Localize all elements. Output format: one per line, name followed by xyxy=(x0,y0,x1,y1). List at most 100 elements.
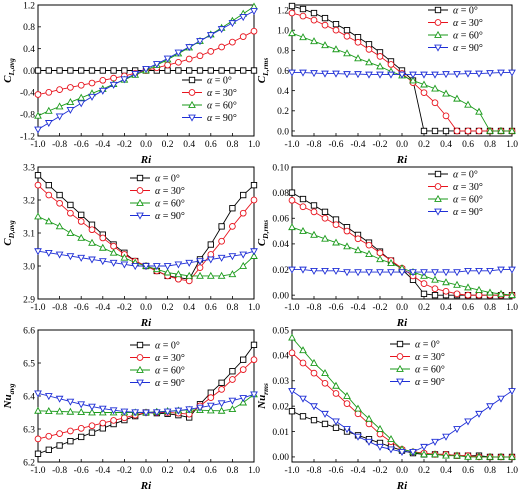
y-tick-label: 6.2 xyxy=(23,458,35,468)
y-tick-label: 1.0 xyxy=(277,26,289,36)
data-point xyxy=(354,54,362,62)
data-point xyxy=(45,67,52,74)
data-point xyxy=(365,414,373,422)
legend: α = 0°α = 30° α = 60°α = 90° xyxy=(428,170,483,218)
data-point xyxy=(508,126,516,134)
y-tick-label: 0.01 xyxy=(272,428,289,438)
data-point xyxy=(321,214,329,222)
data-point xyxy=(442,287,450,295)
data-point xyxy=(497,126,505,134)
data-point xyxy=(34,181,42,189)
x-tick-label: 0.4 xyxy=(440,140,452,150)
x-tick-label: 0.0 xyxy=(396,466,408,476)
x-tick-label: 0.4 xyxy=(440,303,452,313)
data-point xyxy=(207,251,215,258)
data-point xyxy=(409,448,417,456)
x-tick-label: -0.6 xyxy=(328,466,343,476)
legend-marker xyxy=(434,6,442,14)
data-point xyxy=(240,191,247,199)
data-point xyxy=(110,417,117,424)
data-point xyxy=(120,253,129,261)
data-point xyxy=(354,404,362,412)
data-point xyxy=(66,398,75,406)
legend-label: α = 0° xyxy=(155,174,180,185)
data-point xyxy=(453,127,461,135)
y-tick-label: -1.2 xyxy=(20,132,35,142)
data-point xyxy=(196,52,204,60)
legend-label: α = 30° xyxy=(207,88,237,99)
data-point xyxy=(250,196,258,204)
data-point xyxy=(120,76,129,84)
data-point xyxy=(365,438,373,446)
legend-marker xyxy=(396,340,404,348)
data-point xyxy=(45,191,53,199)
legend-marker xyxy=(136,187,144,194)
y-tick-label: 0.8 xyxy=(277,47,289,57)
legend: α = 0°α = 30° α = 60°α = 90° xyxy=(130,174,185,222)
data-point xyxy=(420,89,428,97)
data-point xyxy=(354,235,362,243)
y-axis-label: CL,rms xyxy=(256,58,270,84)
y-tick-label: 2.9 xyxy=(23,295,35,305)
data-point xyxy=(321,208,329,216)
data-point xyxy=(34,126,42,134)
data-point xyxy=(354,246,362,254)
x-tick-label: 0.4 xyxy=(440,466,452,476)
data-point xyxy=(88,238,96,246)
data-point xyxy=(310,267,318,275)
data-point xyxy=(250,251,258,259)
y-tick-label: 0.03 xyxy=(272,377,289,387)
data-point xyxy=(442,433,450,441)
data-point xyxy=(464,100,472,108)
y-axis-label: CL,avg xyxy=(2,58,16,83)
data-point xyxy=(250,67,258,74)
x-tick-label: 1.0 xyxy=(506,140,518,150)
x-tick-label: 0.8 xyxy=(226,303,238,313)
data-point xyxy=(218,223,225,230)
y-tick-label: 0.4 xyxy=(277,87,289,97)
data-point xyxy=(288,388,296,396)
data-point xyxy=(398,71,406,79)
y-tick-label: 1.2 xyxy=(277,6,289,16)
legend-marker xyxy=(434,208,442,216)
legend-label: α = 90° xyxy=(155,378,185,389)
data-point xyxy=(497,289,505,297)
data-point xyxy=(228,270,237,278)
x-tick-label: -1.0 xyxy=(284,466,299,476)
y-tick-label: -0.8 xyxy=(20,110,35,120)
x-tick-label: -1.0 xyxy=(30,303,45,313)
legend-label: α = 0° xyxy=(453,6,478,17)
x-tick-label: 0.8 xyxy=(226,140,238,150)
data-point xyxy=(98,87,107,95)
x-tick-label: 0.4 xyxy=(183,303,195,313)
x-axis-label: Ri xyxy=(396,317,408,329)
data-point xyxy=(420,269,428,277)
legend-label: α = 30° xyxy=(453,18,483,29)
y-tick-label: 6.3 xyxy=(23,425,35,435)
data-point xyxy=(185,259,194,267)
data-point xyxy=(88,403,96,411)
data-point xyxy=(387,71,395,79)
x-tick-label: -1.0 xyxy=(30,140,45,150)
data-point xyxy=(343,242,351,250)
data-point xyxy=(218,67,225,74)
legend-label: α = 90° xyxy=(207,113,237,124)
legend-marker xyxy=(136,174,144,182)
data-point xyxy=(78,211,85,218)
data-point xyxy=(185,44,194,52)
data-point xyxy=(431,127,439,135)
data-point xyxy=(387,269,395,277)
y-tick-label: 0.02 xyxy=(272,266,289,276)
legend-marker xyxy=(434,194,442,202)
x-tick-label: 0.6 xyxy=(205,303,217,313)
data-point xyxy=(207,48,215,55)
data-point xyxy=(250,248,258,256)
data-point xyxy=(310,16,318,24)
data-point xyxy=(486,452,494,460)
legend-marker xyxy=(136,341,144,349)
y-tick-label: 3.2 xyxy=(23,196,35,206)
data-point xyxy=(174,49,183,57)
data-point xyxy=(77,81,85,89)
legend-label: α = 30° xyxy=(453,182,483,193)
